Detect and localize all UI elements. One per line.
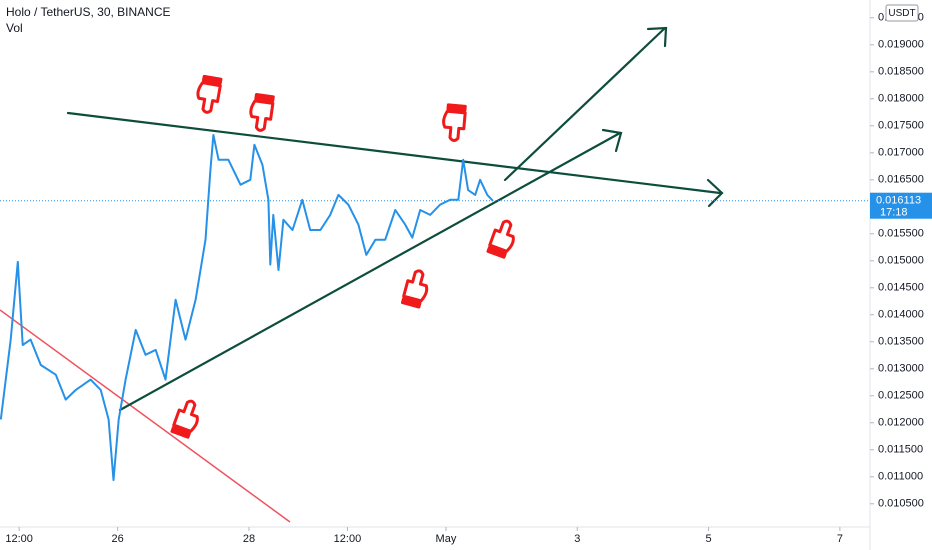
red-trend-line: [0, 309, 291, 523]
y-tick-label: 0.013500: [878, 336, 924, 348]
y-tick-label: 0.012000: [878, 417, 924, 429]
y-tick-label: 0.012500: [878, 390, 924, 402]
x-tick-label: May: [436, 533, 457, 545]
y-tick-label: 0.019000: [878, 39, 924, 51]
countdown-label: 17:18: [880, 207, 908, 219]
x-tick-label: 28: [243, 533, 255, 545]
y-tick-label: 0.015500: [878, 228, 924, 240]
price-line: [0, 134, 494, 481]
y-tick-label: 0.017500: [878, 120, 924, 132]
y-tick-label: 0.010500: [878, 498, 924, 510]
green-trend-lines: [66, 26, 724, 412]
chart-title: Holo / TetherUS, 30, BINANCE: [6, 5, 171, 19]
y-tick-label: 0.014000: [878, 309, 924, 321]
y-tick-label: 0.015000: [878, 255, 924, 267]
x-tick-label: 5: [706, 533, 712, 545]
y-tick-label: 0.011000: [878, 471, 923, 483]
drawings: [0, 26, 724, 523]
currency-badge: [885, 4, 919, 22]
x-tick-label: 26: [112, 533, 124, 545]
last-price-label: 0.016113: [876, 195, 921, 207]
last-price-badge: [870, 192, 932, 219]
y-tick-label: 0.018500: [878, 66, 924, 78]
y-tick-label: 0.011500: [878, 444, 923, 456]
y-tick-label: 0.016500: [878, 174, 924, 186]
y-tick-label: 0.013000: [878, 363, 924, 375]
plot-area: [0, 0, 870, 527]
currency-label: USDT: [888, 8, 915, 19]
x-tick-label: 3: [574, 533, 580, 545]
y-tick-label: 0.017000: [878, 147, 924, 159]
x-tick-label: 12:00: [5, 533, 33, 545]
x-tick-label: 12:00: [334, 533, 362, 545]
y-tick-label: 0.014500: [878, 282, 924, 294]
volume-label: Vol: [6, 21, 23, 35]
x-tick-label: 7: [837, 533, 843, 545]
y-tick-label: 0.018000: [878, 93, 924, 105]
